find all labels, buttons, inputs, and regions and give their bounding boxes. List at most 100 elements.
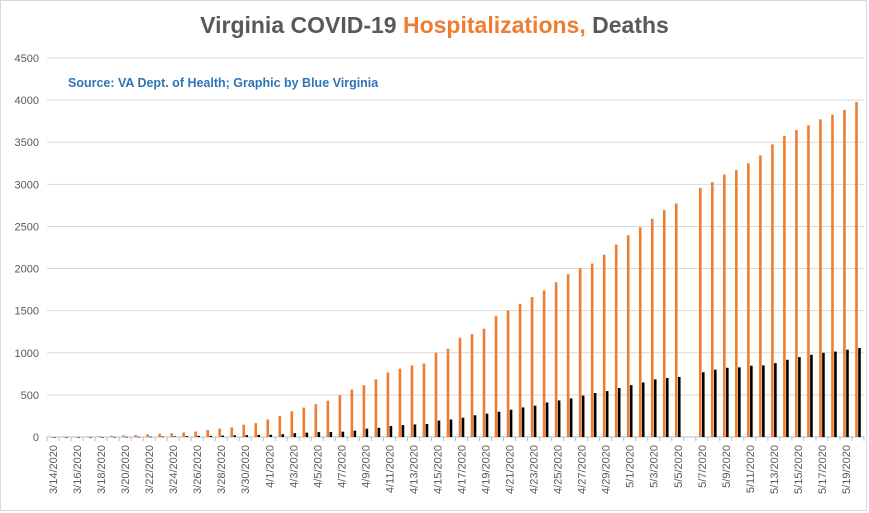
- deaths-bar: [413, 424, 417, 437]
- y-tick-label: 3500: [15, 137, 39, 149]
- source-annotation: Source: VA Dept. of Health; Graphic by B…: [68, 76, 379, 90]
- deaths-bar: [221, 435, 225, 437]
- x-tick-label: 4/9/2020: [360, 445, 372, 488]
- chart-title: Virginia COVID-19 Hospitalizations, Deat…: [0, 12, 869, 39]
- x-tick-label: 4/5/2020: [312, 445, 324, 488]
- hospitalizations-bar: [771, 144, 774, 438]
- hospitalizations-bar: [398, 368, 402, 437]
- deaths-bar: [834, 351, 837, 437]
- deaths-bar: [365, 428, 369, 437]
- deaths-bar: [641, 382, 645, 437]
- x-tick-label: 4/29/2020: [601, 445, 613, 494]
- hospitalizations-bar: [747, 163, 750, 438]
- y-tick-label: 0: [33, 432, 39, 444]
- y-tick-label: 3000: [15, 179, 39, 191]
- x-tick-label: 5/9/2020: [721, 445, 733, 488]
- hospitalizations-bar: [711, 182, 714, 437]
- deaths-bar: [473, 415, 477, 437]
- hospitalizations-bar: [542, 290, 546, 437]
- hospitalizations-bar: [807, 125, 810, 437]
- deaths-bar: [569, 398, 573, 437]
- hospitalizations-bar: [386, 372, 390, 437]
- hospitalizations-bar: [326, 400, 330, 437]
- deaths-bar: [77, 437, 80, 438]
- x-tick-label: 5/13/2020: [769, 445, 781, 494]
- hospitalizations-bar: [254, 423, 258, 437]
- hospitalizations-bar: [855, 101, 858, 438]
- hospitalizations-bar: [362, 385, 366, 437]
- hospitalizations-bar: [350, 389, 354, 437]
- deaths-bar: [53, 437, 56, 438]
- hospitalizations-bar: [662, 210, 666, 437]
- x-tick-label: 5/1/2020: [625, 445, 637, 488]
- hospitalizations-bar: [674, 203, 678, 437]
- hospitalizations-bar: [783, 135, 786, 437]
- deaths-bar: [389, 426, 393, 437]
- hospitalizations-bar: [638, 227, 642, 437]
- deaths-bar: [738, 367, 741, 437]
- deaths-bar: [509, 409, 513, 437]
- deaths-bar: [461, 417, 465, 437]
- x-tick-label: 4/19/2020: [481, 445, 493, 494]
- y-tick-label: 2500: [15, 221, 39, 233]
- hospitalizations-bar: [566, 274, 570, 437]
- y-tick-label: 4500: [15, 53, 39, 65]
- hospitalizations-bar: [831, 114, 834, 437]
- deaths-bar: [677, 376, 681, 437]
- hospitalizations-bar: [434, 352, 438, 437]
- hospitalizations-bar: [134, 434, 137, 437]
- x-tick-label: 5/17/2020: [817, 445, 829, 494]
- hospitalizations-bar: [182, 432, 185, 437]
- deaths-bar: [341, 431, 345, 437]
- deaths-bar: [557, 400, 561, 437]
- hospitalizations-bar: [843, 109, 846, 437]
- hospitalizations-bar: [110, 435, 113, 437]
- deaths-bar: [653, 379, 657, 437]
- x-tick-label: 4/21/2020: [505, 445, 517, 494]
- x-tick-label: 3/14/2020: [48, 445, 60, 494]
- deaths-bar: [449, 419, 453, 437]
- hospitalizations-bar: [410, 365, 414, 437]
- hospitalizations-bar: [518, 303, 522, 437]
- hospitalizations-bar: [626, 235, 630, 437]
- x-tick-label: 4/27/2020: [577, 445, 589, 494]
- hospitalizations-bar: [602, 254, 606, 437]
- hospitalizations-bar: [194, 431, 197, 437]
- y-tick-label: 500: [21, 390, 39, 402]
- hospitalizations-bar: [338, 395, 342, 437]
- hospitalizations-bar: [170, 433, 173, 437]
- x-tick-label: 4/17/2020: [457, 445, 469, 494]
- deaths-bar: [161, 436, 164, 438]
- deaths-bar: [810, 354, 813, 437]
- x-tick-label: 3/30/2020: [240, 445, 252, 494]
- hospitalizations-bar: [230, 427, 234, 437]
- chart-title-part-1: Virginia COVID-19: [200, 12, 403, 38]
- hospitalizations-bar: [554, 282, 558, 437]
- deaths-bar: [437, 420, 441, 437]
- x-tick-label: 5/11/2020: [745, 445, 757, 493]
- hospitalizations-bar: [614, 244, 618, 437]
- x-tick-label: 5/3/2020: [649, 445, 661, 488]
- deaths-bar: [822, 352, 825, 437]
- x-tick-label: 3/18/2020: [96, 445, 108, 494]
- y-tick-label: 1500: [15, 306, 39, 318]
- deaths-bar: [702, 372, 705, 437]
- hospitalizations-bar: [735, 170, 738, 437]
- deaths-bar: [65, 437, 68, 438]
- hospitalizations-bar: [302, 407, 306, 437]
- x-tick-label: 4/15/2020: [432, 445, 444, 494]
- x-tick-label: 4/11/2020: [384, 445, 396, 493]
- deaths-bar: [401, 425, 405, 437]
- x-tick-label: 4/7/2020: [336, 445, 348, 488]
- chart-title-part-3: Deaths: [585, 12, 669, 38]
- hospitalizations-bar: [278, 416, 282, 437]
- deaths-bar: [798, 357, 801, 437]
- deaths-bar: [521, 407, 525, 437]
- chart-title-part-2: Hospitalizations,: [402, 12, 586, 38]
- deaths-bar: [750, 365, 753, 437]
- hospitalizations-bar: [494, 315, 498, 437]
- deaths-bar: [425, 424, 429, 437]
- deaths-bar: [533, 405, 537, 437]
